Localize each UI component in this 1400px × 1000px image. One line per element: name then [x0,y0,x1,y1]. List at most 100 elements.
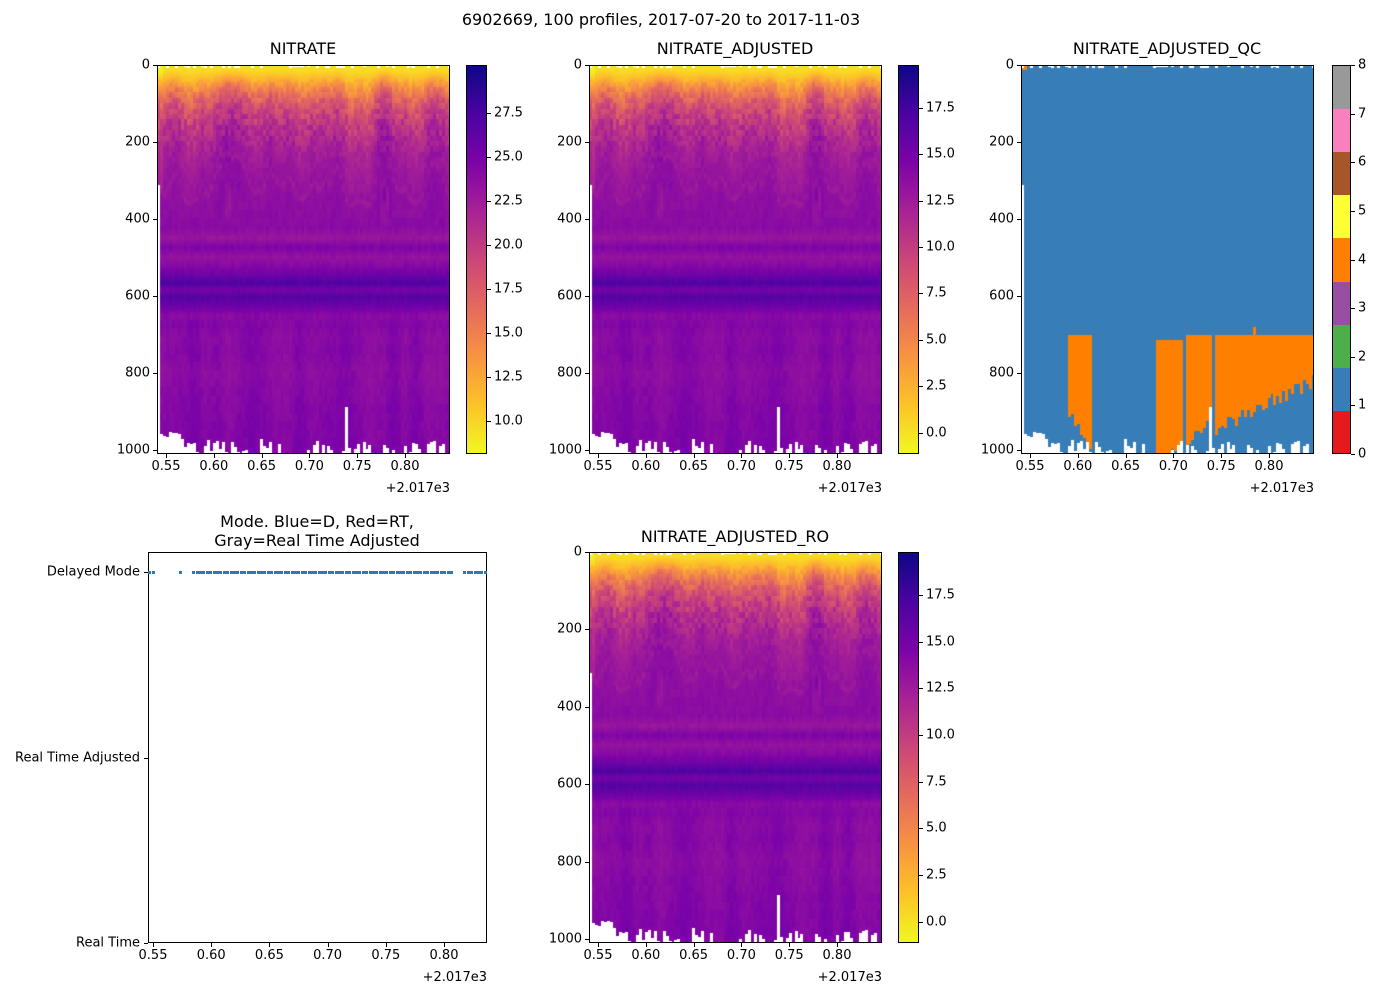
y-tick [153,142,157,144]
x-tick-label: 0.65 [1111,459,1141,474]
x-tick [693,943,695,947]
y-tick-label: 800 [989,365,1014,381]
x-tick-label: 0.60 [631,948,661,963]
y-tick-label: 200 [125,134,150,150]
mode-delayed-marker [470,570,474,574]
mode-delayed-marker [212,570,216,574]
qc-colorbar-tick-label: 1 [1358,397,1367,413]
y-tick-label: 400 [125,211,150,227]
qc-colorbar-tick [1351,308,1355,310]
mode-delayed-marker [375,570,379,574]
x-tick-label: 0.80 [1254,459,1284,474]
mode-title-line1: Mode. Blue=D, Red=RT, [220,512,414,531]
mode-delayed-marker [395,570,399,574]
mode-delayed-marker [270,570,274,574]
nitrate-adjusted-colorbar [898,65,919,454]
mode-delayed-marker [338,570,342,574]
x-tick-label: 0.55 [1015,459,1045,474]
x-tick [598,454,599,458]
mode-delayed-marker [361,570,365,574]
mode-delayed-marker [365,570,369,574]
x-tick-label: 0.65 [247,459,277,474]
colorbar-tick [919,781,923,783]
y-tick [585,552,589,553]
qc-colorbar-tick-label: 4 [1358,252,1367,267]
mode-delayed-marker [331,570,335,574]
qc-colorbar-tick [1351,405,1355,407]
mode-delayed-marker [327,570,331,574]
nitrate-adjusted-qc-heatmap [1021,65,1314,454]
y-tick [153,450,157,452]
mode-delayed-marker [341,570,345,574]
nitrate-adjusted-ro-title: NITRATE_ADJUSTED_RO [640,527,830,546]
nitrate-colorbar [466,65,487,454]
x-tick [645,454,647,458]
mode-title-line2: Gray=Real Time Adjusted [214,531,420,550]
qc-colorbar-tick [1351,259,1355,261]
nitrate-adjusted-heatmap [589,65,882,454]
colorbar-tick [919,594,923,596]
mode-delayed-marker [405,570,409,574]
colorbar-tick [919,200,923,202]
mode-delayed-marker [351,570,355,574]
colorbar-tick-label: 12.5 [494,369,523,385]
mode-delayed-marker [422,570,426,574]
qc-colorbar-tick-label: 0 [1358,446,1367,462]
x-tick-label: 0.60 [196,948,226,963]
mode-delayed-marker [256,570,260,574]
mode-delayed-marker [273,570,277,574]
colorbar-tick [919,734,923,736]
mode-delayed-marker [266,570,270,574]
x-tick-label: 0.75 [774,459,804,474]
colorbar-tick-label: 15.0 [926,146,955,162]
y-tick-label: 200 [557,621,582,637]
y-tick-label: 1000 [980,442,1014,458]
qc-colorbar-tick [1351,65,1355,66]
mode-delayed-marker [304,570,308,574]
y-tick [585,450,589,452]
colorbar-tick-label: 10.0 [926,727,955,743]
y-tick [153,373,157,375]
y-tick-label: 400 [989,211,1014,227]
qc-colorbar-tick-label: 8 [1358,57,1367,73]
mode-delayed-marker [202,570,206,574]
x-tick-label: 0.75 [1206,459,1236,474]
colorbar-tick-label: 17.5 [926,587,955,603]
x-tick-label: 0.55 [583,459,613,474]
colorbar-tick-label: 12.5 [926,193,955,209]
y-tick-label: 200 [989,134,1014,150]
x-tick-label: 0.55 [138,948,168,963]
mode-y-tick [144,572,148,573]
colorbar-tick-label: 2.5 [926,867,947,883]
mode-delayed-marker [246,570,250,574]
x-tick [598,943,599,947]
y-tick [1017,219,1021,221]
mode-delayed-marker [151,570,155,574]
colorbar-tick-label: 17.5 [926,100,955,116]
qc-colorbar-tick-label: 5 [1358,203,1367,219]
y-tick [585,296,589,298]
y-tick-label: 200 [557,134,582,150]
colorbar-tick [919,154,923,156]
colorbar-tick [919,828,923,830]
y-tick-label: 600 [989,288,1014,304]
mode-delayed-marker [253,570,257,574]
x-tick [405,454,406,458]
colorbar-tick-label: 15.0 [494,325,523,341]
x-tick [837,454,838,458]
mode-delayed-marker [307,570,311,574]
y-tick-label: 1000 [116,442,150,458]
x-tick [1077,454,1079,458]
y-tick [1017,450,1021,452]
qc-colorbar-segment-0 [1332,410,1351,455]
mode-delayed-marker [232,570,236,574]
mode-delayed-marker [382,570,386,574]
mode-delayed-marker [297,570,301,574]
x-tick [269,943,271,947]
x-tick [1125,454,1127,458]
qc-colorbar-tick-label: 6 [1358,154,1367,170]
colorbar-tick [919,641,923,643]
x-tick-label: 0.65 [254,948,284,963]
y-tick [1017,142,1021,144]
mode-delayed-marker [314,570,318,574]
